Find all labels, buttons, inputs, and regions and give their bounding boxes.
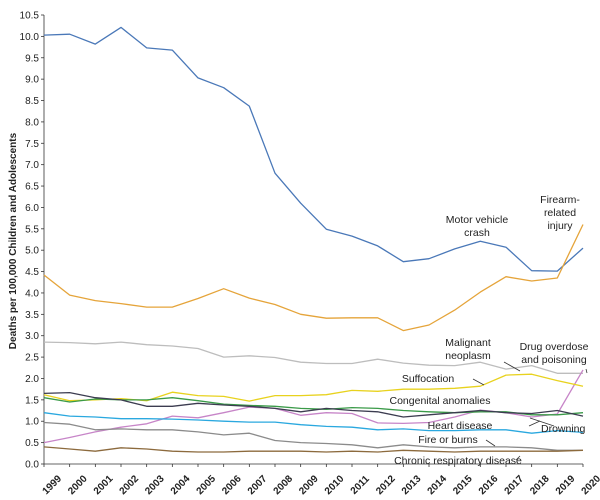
x-tick-label: 2005 <box>195 473 219 497</box>
y-tick-label: 2.0 <box>25 374 39 385</box>
series-label-2: Malignant neoplasm <box>445 337 491 362</box>
series-label-line: Drowning <box>541 423 586 435</box>
series-labels: Motor vehicle crash Firearm-related injury M… <box>390 194 589 467</box>
y-tick-label: 6.0 <box>25 203 39 214</box>
x-tick-label: 2020 <box>580 473 600 497</box>
leader-line <box>528 420 541 427</box>
x-tick-label: 2013 <box>400 473 424 497</box>
series-line-6 <box>43 391 584 418</box>
y-tick-label: 5.0 <box>25 246 39 257</box>
y-axis: 0.0 0.5 1.0 1.5 2.0 2.5 3.0 3.5 4.0 4.5 5.0 5.5 6.0 6… <box>20 11 45 471</box>
y-tick-label: 4.5 <box>25 267 39 278</box>
series-line-4 <box>43 373 584 402</box>
x-tick-label: 2007 <box>246 473 270 497</box>
x-tick-label: 1999 <box>41 473 65 497</box>
series-label-line: Chronic respiratory disease <box>394 455 522 467</box>
y-tick-label: 10.5 <box>20 11 40 22</box>
y-tick-label: 9.5 <box>25 53 39 64</box>
series-label-6: Drowning <box>541 423 586 435</box>
y-tick-label: 7.0 <box>25 160 39 171</box>
series-label-5: Congenital anomalies <box>390 395 491 407</box>
y-tick-label: 3.0 <box>25 331 39 342</box>
y-axis-title: Deaths per 100,000 Children and Adolesce… <box>8 132 19 349</box>
x-tick-label: 2000 <box>66 473 90 497</box>
x-tick-label: 2003 <box>143 473 167 497</box>
x-tick-label: 2014 <box>426 473 450 497</box>
series-label-line: Motor vehicle <box>446 214 509 226</box>
x-axis: 1999 2000 2001 2002 2003 2004 2005 2006 2007 2008… <box>41 463 600 497</box>
series-line-7 <box>43 412 584 434</box>
series-label-7: Heart disease <box>428 420 493 432</box>
x-tick-label: 2001 <box>92 473 116 497</box>
y-tick-label: 1.5 <box>25 395 39 406</box>
series-label-line: Firearm- <box>540 194 580 206</box>
y-tick-label: 10.0 <box>20 32 40 43</box>
series-line-0 <box>43 26 584 272</box>
y-tick-label: 0.0 <box>25 460 39 471</box>
x-tick-label: 2019 <box>554 473 578 497</box>
series-label-4: Suffocation <box>402 373 455 385</box>
series-label-line: Heart disease <box>428 420 493 432</box>
x-tick-label: 2015 <box>451 473 475 497</box>
y-tick-label: 4.0 <box>25 288 39 299</box>
series-line-9 <box>43 446 584 453</box>
series-line-8 <box>43 421 583 451</box>
series-label-line: and poisoning <box>521 354 587 366</box>
y-tick-label: 1.0 <box>25 417 39 428</box>
y-tick-label: 0.5 <box>25 438 39 449</box>
y-tick-label: 7.5 <box>25 139 39 150</box>
x-tick-label: 2009 <box>297 473 321 497</box>
x-tick-label: 2018 <box>528 473 552 497</box>
series-label-line: Suffocation <box>402 373 455 385</box>
x-tick-label: 2010 <box>323 473 347 497</box>
series-label-line: crash <box>464 227 490 239</box>
leader-line <box>472 378 485 386</box>
leader-line <box>585 368 588 374</box>
y-tick-label: 5.5 <box>25 224 39 235</box>
x-tick-label: 2006 <box>220 473 244 497</box>
series-label-3: Drug overdose and poisoning <box>520 341 589 366</box>
x-tick-label: 2017 <box>503 473 527 497</box>
y-tick-label: 9.0 <box>25 75 39 86</box>
x-tick-label: 2004 <box>169 473 193 497</box>
series-label-line: Congenital anomalies <box>390 395 491 407</box>
y-tick-label: 6.5 <box>25 182 39 193</box>
x-tick-label: 2016 <box>477 473 501 497</box>
leader-line <box>515 455 521 461</box>
series-line-2 <box>43 341 583 374</box>
series-label-line: Fire or burns <box>418 434 478 446</box>
y-tick-label: 2.5 <box>25 353 39 364</box>
series-label-0: Motor vehicle crash <box>446 214 509 239</box>
series-line-1 <box>43 224 584 332</box>
y-tick-label: 8.5 <box>25 96 39 107</box>
leader-line <box>503 361 521 372</box>
series-label-line: Malignant <box>445 337 491 349</box>
x-tick-label: 2008 <box>272 473 296 497</box>
series-label-8: Fire or burns <box>418 434 478 446</box>
x-tick-label: 2002 <box>118 473 142 497</box>
series-label-line: Drug overdose <box>520 341 589 353</box>
leader-line <box>485 439 496 447</box>
series-line-3 <box>43 369 584 444</box>
y-tick-label: 3.5 <box>25 310 39 321</box>
x-tick-label: 2011 <box>349 473 372 496</box>
series-label-line: related <box>544 207 576 219</box>
plot-area <box>43 26 584 453</box>
y-tick-label: 8.0 <box>25 117 39 128</box>
series-label-1: Firearm-related injury <box>540 194 580 232</box>
series-label-line: injury <box>547 220 573 232</box>
x-tick-label: 2012 <box>374 473 398 497</box>
series-label-line: neoplasm <box>445 350 491 362</box>
series-label-9: Chronic respiratory disease <box>394 455 522 467</box>
leader-line <box>529 417 555 427</box>
